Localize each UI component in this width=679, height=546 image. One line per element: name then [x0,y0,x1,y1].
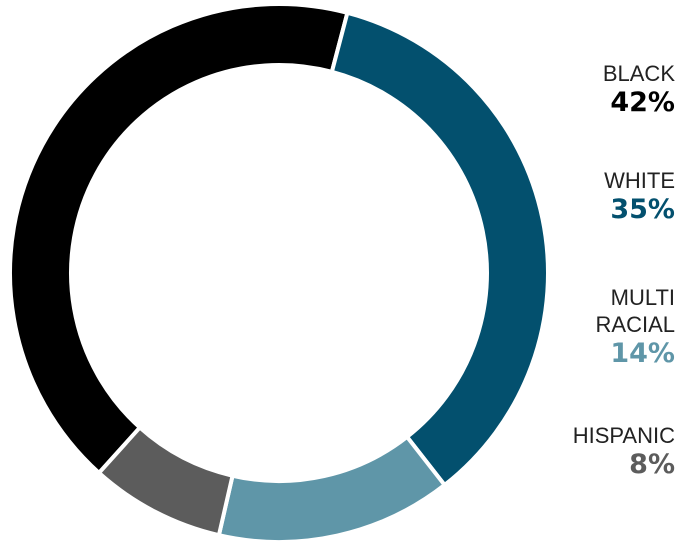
legend-item-white: WHITE 35% [604,167,675,226]
legend-value-hispanic: 8% [629,449,675,480]
legend-label-multi: MULTI [610,285,675,310]
legend-item-black: BLACK 42% [603,60,675,119]
slice-multi-racial [216,434,448,544]
legend-item-multi-racial: MULTI RACIAL 14% [596,284,675,370]
legend-label-racial: RACIAL [595,312,675,337]
slice-black [8,2,350,476]
legend-label-white: WHITE [604,168,675,193]
legend-value-white: 35% [610,194,675,225]
slice-white [329,10,550,488]
slice-hispanic [96,424,235,538]
legend-value-black: 42% [610,87,675,118]
legend-label-hispanic: HISPANIC [572,423,675,448]
legend-label-black: BLACK [602,61,675,86]
legend-item-hispanic: HISPANIC 8% [573,422,675,481]
legend-value-multi-racial: 14% [610,338,675,369]
donut-slices [8,2,550,544]
donut-chart [8,2,550,544]
